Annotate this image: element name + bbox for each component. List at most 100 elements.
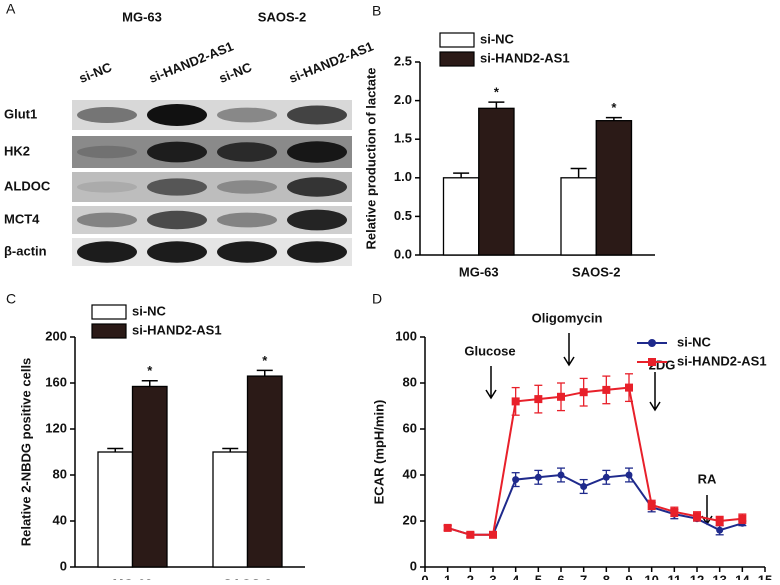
lane-label: si-NC	[77, 59, 115, 86]
marker	[580, 483, 588, 490]
marker	[557, 392, 565, 401]
bar	[442, 177, 480, 256]
x-tick-label: 4	[512, 572, 520, 580]
row-label: MCT4	[4, 211, 40, 226]
band	[287, 141, 347, 163]
band	[77, 181, 137, 193]
row-label: HK2	[4, 143, 30, 158]
band	[147, 141, 207, 163]
row-label: Glut1	[4, 106, 37, 121]
x-tick-label: 15	[758, 572, 772, 580]
legend-marker	[648, 358, 656, 366]
band	[287, 241, 347, 263]
marker	[602, 473, 610, 481]
x-tick-label: 7	[580, 572, 587, 580]
legend-swatch	[91, 323, 127, 339]
x-tick-label: 6	[557, 572, 564, 580]
annotation: Oligomycin	[532, 310, 603, 325]
legend-label: si-NC	[132, 303, 167, 318]
band	[147, 241, 207, 263]
panel-label: A	[6, 1, 16, 17]
y-tick-label: 40	[403, 466, 417, 481]
x-tick-label: 12	[690, 572, 704, 580]
marker	[534, 473, 542, 481]
marker	[715, 517, 724, 525]
panel-label: B	[372, 3, 381, 19]
band	[287, 177, 347, 197]
legend-label: si-HAND2-AS1	[480, 50, 570, 65]
y-tick-label: 0	[60, 558, 67, 573]
group-label: MG-63	[122, 9, 162, 24]
legend-swatch	[91, 304, 127, 320]
band	[217, 107, 277, 123]
marker	[557, 471, 565, 479]
y-axis-title: Relative production of lactate	[363, 67, 378, 249]
y-tick-label: 100	[395, 328, 417, 343]
band	[217, 180, 277, 194]
y-axis-title: Relative 2-NBDG positive cells	[18, 358, 33, 547]
y-axis-title: ECAR (mpH/min)	[371, 400, 386, 505]
y-tick-label: 0.0	[394, 246, 412, 261]
y-tick-label: 160	[45, 374, 67, 389]
x-tick-label: 1	[444, 572, 451, 580]
legend-marker	[648, 339, 656, 347]
marker	[466, 530, 475, 539]
marker	[511, 397, 520, 406]
band	[287, 105, 347, 125]
y-tick-label: 2.5	[394, 53, 412, 68]
marker	[670, 507, 679, 516]
band	[147, 104, 207, 126]
x-tick-label: 0	[421, 572, 428, 580]
x-tick-label: 2	[467, 572, 474, 580]
y-tick-label: 60	[403, 420, 417, 435]
y-tick-label: 80	[403, 374, 417, 389]
significance: *	[611, 100, 617, 115]
legend-label: si-HAND2-AS1	[677, 353, 767, 368]
x-tick-label: 11	[667, 572, 681, 580]
band	[217, 212, 277, 228]
arrows	[485, 333, 713, 526]
x-tick-label: 8	[603, 572, 610, 580]
bar	[246, 375, 283, 568]
band	[77, 145, 137, 159]
lane-label: si-NC	[217, 59, 255, 86]
band	[287, 209, 347, 231]
marker	[738, 514, 747, 523]
x-tick-label: SAOS-2	[572, 264, 620, 279]
legend-label: si-HAND2-AS1	[132, 322, 222, 337]
group-label: SAOS-2	[258, 9, 306, 24]
legend-swatch	[439, 32, 475, 48]
y-tick-label: 40	[53, 512, 67, 527]
marker	[625, 471, 633, 479]
band	[77, 107, 137, 123]
row-label: β-actin	[4, 243, 47, 258]
marker	[625, 383, 633, 392]
marker	[579, 388, 588, 397]
x-tick-label: 14	[735, 572, 750, 580]
y-tick-label: 120	[45, 420, 67, 435]
y-tick-label: 0.5	[394, 208, 412, 223]
bar	[97, 451, 134, 568]
bar	[478, 107, 515, 256]
marker	[716, 526, 724, 534]
marker	[534, 395, 543, 404]
y-tick-label: 20	[403, 512, 417, 527]
lane-label: si-HAND2-AS1	[287, 39, 376, 86]
x-tick-label: 13	[712, 572, 726, 580]
significance: *	[147, 363, 153, 378]
band	[147, 178, 207, 196]
band	[217, 241, 277, 263]
bar	[595, 120, 633, 256]
x-tick-label: 5	[535, 572, 542, 580]
x-tick-label: MG-63	[113, 576, 153, 580]
significance: *	[262, 353, 268, 368]
marker	[693, 512, 701, 521]
marker	[602, 385, 611, 394]
x-tick-label: SAOS-2	[223, 576, 271, 580]
band	[217, 142, 277, 162]
bar	[560, 177, 597, 256]
marker	[647, 500, 656, 509]
legend-label: si-NC	[480, 31, 515, 46]
y-tick-label: 1.5	[394, 131, 412, 146]
